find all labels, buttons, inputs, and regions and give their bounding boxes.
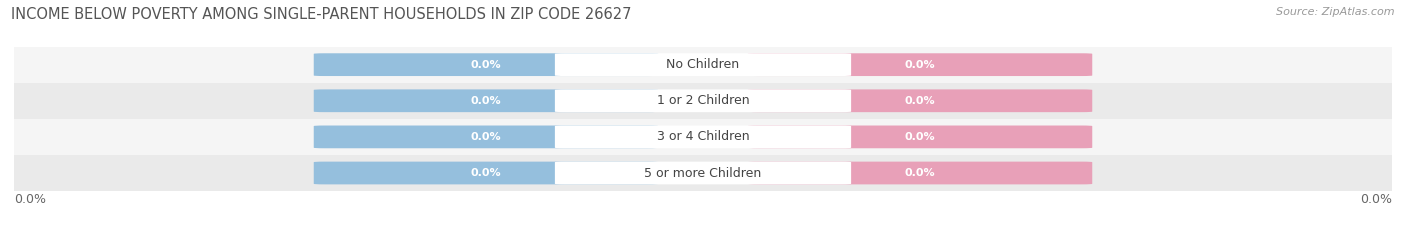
FancyBboxPatch shape <box>314 162 658 184</box>
Text: INCOME BELOW POVERTY AMONG SINGLE-PARENT HOUSEHOLDS IN ZIP CODE 26627: INCOME BELOW POVERTY AMONG SINGLE-PARENT… <box>11 7 631 22</box>
Bar <box>14 83 1392 119</box>
FancyBboxPatch shape <box>314 126 658 148</box>
Text: 0.0%: 0.0% <box>471 96 502 106</box>
Bar <box>14 119 1392 155</box>
FancyBboxPatch shape <box>748 53 1092 76</box>
Text: 0.0%: 0.0% <box>1360 192 1392 206</box>
Text: 0.0%: 0.0% <box>904 168 935 178</box>
FancyBboxPatch shape <box>555 162 851 184</box>
Text: No Children: No Children <box>666 58 740 71</box>
Text: 0.0%: 0.0% <box>471 132 502 142</box>
Text: 0.0%: 0.0% <box>904 60 935 70</box>
Text: 3 or 4 Children: 3 or 4 Children <box>657 130 749 143</box>
Text: 0.0%: 0.0% <box>471 60 502 70</box>
Text: 0.0%: 0.0% <box>14 192 46 206</box>
FancyBboxPatch shape <box>555 89 851 112</box>
FancyBboxPatch shape <box>748 162 1092 184</box>
FancyBboxPatch shape <box>314 53 658 76</box>
Bar <box>14 47 1392 83</box>
Text: 5 or more Children: 5 or more Children <box>644 167 762 179</box>
FancyBboxPatch shape <box>555 126 851 148</box>
Text: 0.0%: 0.0% <box>471 168 502 178</box>
Text: Source: ZipAtlas.com: Source: ZipAtlas.com <box>1277 7 1395 17</box>
Text: 0.0%: 0.0% <box>904 132 935 142</box>
FancyBboxPatch shape <box>314 89 658 112</box>
FancyBboxPatch shape <box>748 126 1092 148</box>
Text: 1 or 2 Children: 1 or 2 Children <box>657 94 749 107</box>
Bar <box>14 155 1392 191</box>
FancyBboxPatch shape <box>555 53 851 76</box>
Text: 0.0%: 0.0% <box>904 96 935 106</box>
FancyBboxPatch shape <box>748 89 1092 112</box>
